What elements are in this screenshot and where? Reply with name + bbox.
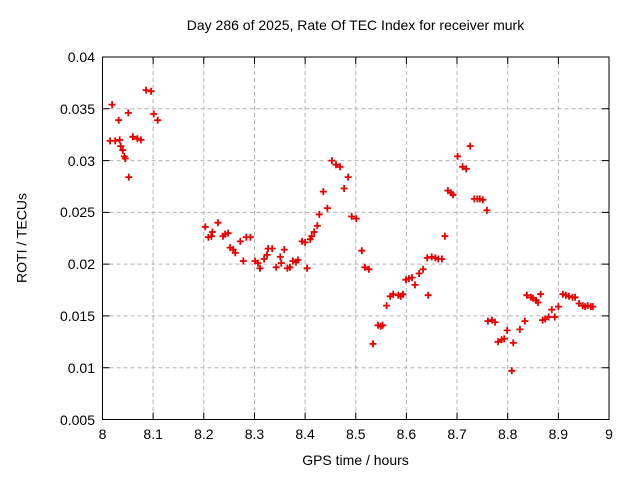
y-tick-label: 0.01	[67, 359, 95, 376]
x-axis-label: GPS time / hours	[302, 452, 409, 468]
x-tick-label: 8.1	[143, 426, 163, 442]
y-tick-label: 0.04	[67, 49, 95, 65]
x-tick-label: 8.7	[447, 426, 467, 442]
y-tick-label: 0.02	[67, 256, 95, 273]
y-tick-label: 0.035	[59, 100, 95, 117]
y-tick-label: 0.025	[59, 204, 95, 221]
chart-title: Day 286 of 2025, Rate Of TEC Index for r…	[186, 17, 525, 33]
y-tick-label: 0.03	[67, 152, 95, 169]
x-tick-label: 8.2	[194, 426, 214, 442]
y-tick-label: 0.005	[59, 411, 95, 428]
x-tick-label: 8.6	[396, 426, 417, 442]
x-tick-label: 8	[98, 426, 107, 442]
x-tick-label: 8.8	[497, 426, 518, 442]
x-tick-label: 9	[605, 426, 613, 442]
y-tick-label: 0.015	[59, 307, 95, 324]
data-point-markers	[106, 86, 597, 375]
grid-lines	[102, 57, 609, 420]
x-tick-label: 8.4	[295, 426, 315, 442]
x-tick-label: 8.9	[548, 426, 569, 442]
x-tick-label: 8.5	[346, 426, 366, 442]
x-tick-label: 8.3	[244, 426, 265, 442]
axis-ticks	[102, 56, 610, 420]
